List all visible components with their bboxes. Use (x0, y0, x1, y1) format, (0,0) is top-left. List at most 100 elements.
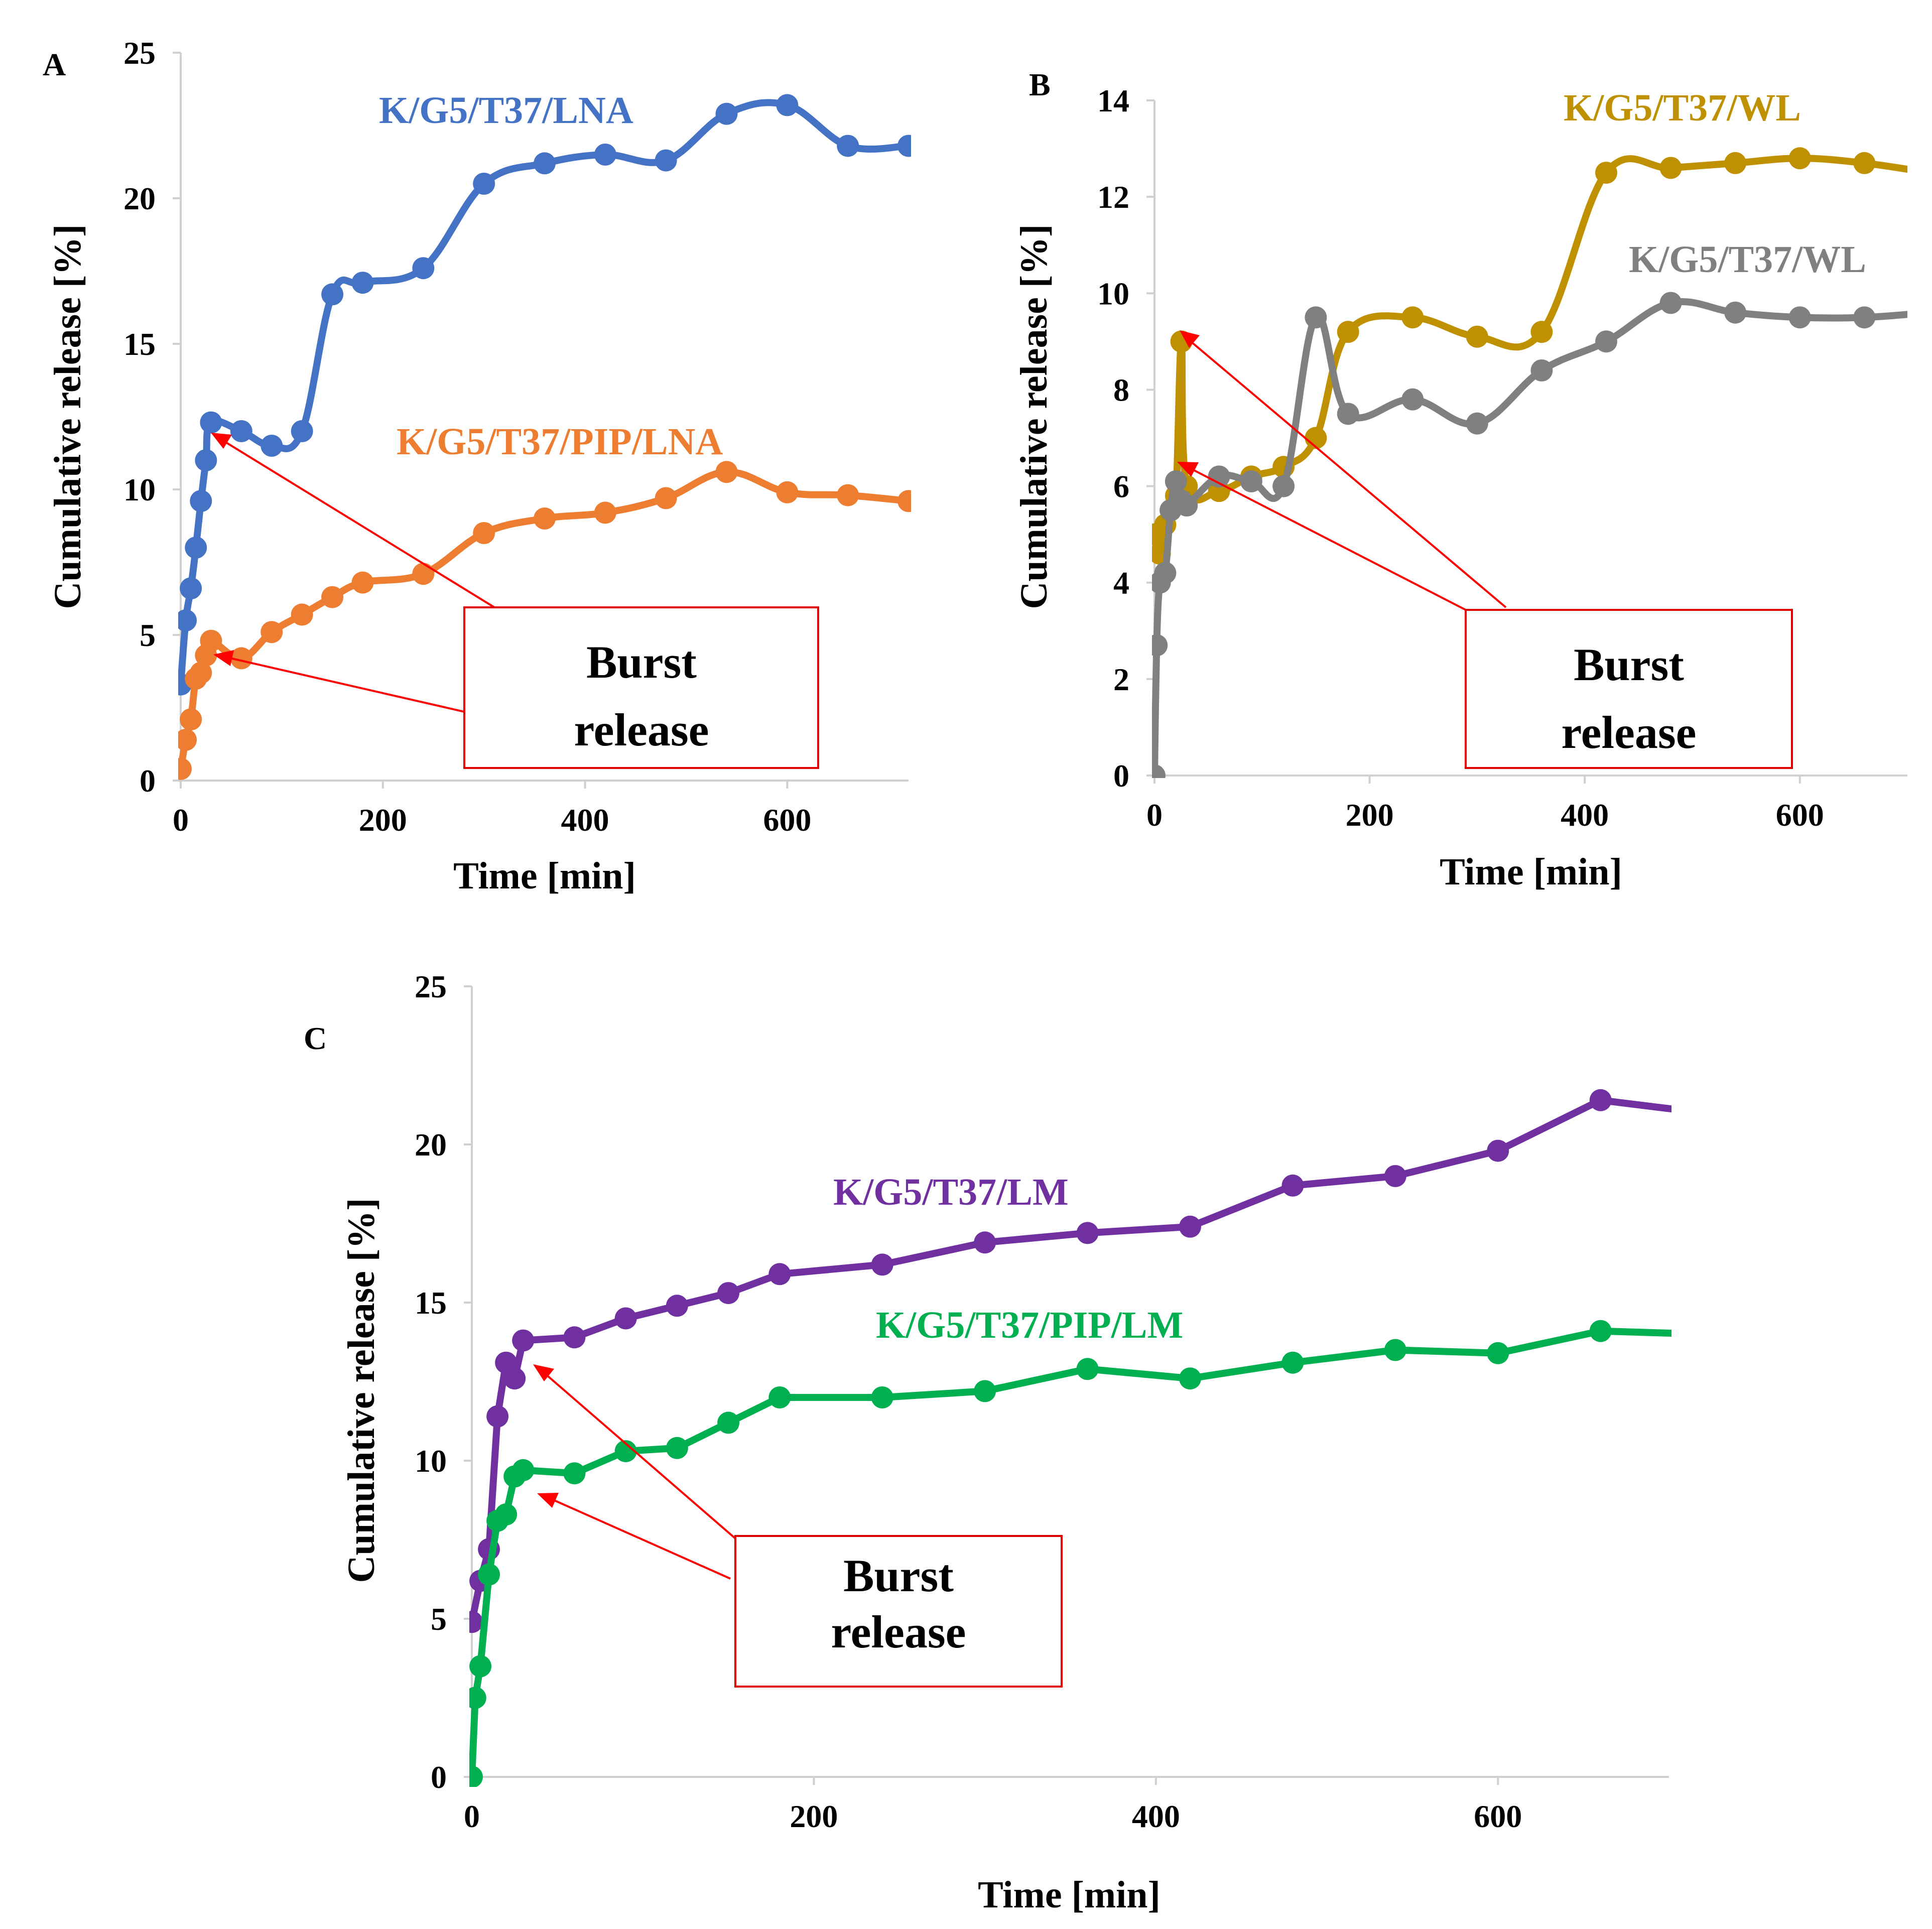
data-point-k-g5-t37-lm-0-17 (1384, 1165, 1406, 1187)
data-point-k-g5-t37-wl-0-19 (1853, 152, 1876, 174)
series-label-k-g5-t37-pip-lna: K/G5/T37/PIP/LNA (397, 421, 723, 463)
series-label-k-g5-t37-lm: K/G5/T37/LM (833, 1171, 1069, 1213)
data-point-k-g5-t37-pip-lna-1-6 (200, 629, 222, 652)
burst-annotation-b: Burst release (1177, 330, 1793, 769)
data-point-k-g5-t37-lna-0-17 (715, 102, 738, 125)
data-point-k-g5-t37-pip-lm-1-3 (478, 1563, 500, 1586)
data-point-k-g5-t37-lna-0-18 (776, 94, 799, 116)
series-label-k-g5-t37-wl-gray: K/G5/T37/WL (1629, 238, 1866, 281)
data-point-k-g5-t37-wl-1-3 (1154, 562, 1177, 584)
data-point-k-g5-t37-wl-1-9 (1240, 470, 1262, 492)
data-point-k-g5-t37-lna-0-6 (200, 411, 222, 434)
series-label-k-g5-t37-pip-lm: K/G5/T37/PIP/LM (876, 1304, 1183, 1346)
burst-arrowhead-b-1 (1180, 330, 1200, 348)
burst-text-c-line1: Burst (843, 1550, 954, 1601)
data-point-k-g5-t37-lm-0-8 (614, 1307, 637, 1330)
y-tick-label-a-25: 25 (123, 35, 156, 71)
data-point-k-g5-t37-pip-lm-1-2 (469, 1655, 492, 1678)
burst-arrowhead-c-1 (533, 1364, 554, 1381)
data-point-k-g5-t37-pip-lm-1-14 (974, 1380, 996, 1402)
burst-text-b-line2: release (1561, 707, 1696, 758)
data-point-k-g5-t37-wl-0-11 (1337, 321, 1359, 343)
data-point-k-g5-t37-wl-1-1 (1152, 634, 1168, 657)
data-point-k-g5-t37-wl-1-17 (1659, 292, 1682, 314)
data-point-k-g5-t37-lm-0-11 (768, 1263, 791, 1285)
x-tick-label-a-200: 200 (359, 802, 407, 838)
ticks-c: 0 5 10 15 20 25 0 200 400 600 (415, 969, 1522, 1834)
burst-annotation-a: Burst release (211, 433, 819, 769)
data-point-k-g5-t37-lna-0-8 (261, 435, 283, 457)
data-point-k-g5-t37-wl-1-14 (1466, 412, 1488, 435)
x-tick-label-c-0: 0 (464, 1798, 480, 1834)
data-point-k-g5-t37-lna-0-7 (230, 420, 252, 442)
series-line-k-g5-t37-pip-lm-1 (469, 1327, 1671, 1780)
data-point-k-g5-t37-lm-0-12 (871, 1253, 893, 1276)
y-tick-label-a-10: 10 (123, 472, 156, 507)
data-point-k-g5-t37-lm-0-0 (469, 1611, 483, 1633)
burst-arrow-a-1 (224, 441, 495, 608)
series-c (469, 1089, 1671, 1787)
data-point-k-g5-t37-pip-lm-1-15 (1076, 1358, 1099, 1380)
data-point-k-g5-t37-wl-1-18 (1724, 301, 1747, 324)
burst-arrowhead-c-2 (537, 1493, 559, 1508)
data-point-k-g5-t37-wl-1-5 (1165, 470, 1187, 492)
data-point-k-g5-t37-wl-1-8 (1208, 465, 1230, 488)
panel-b: B 0 2 4 6 8 10 12 14 0 200 400 600 K/G5/T37/WL K/G5… (1013, 67, 1907, 893)
y-tick-label-c-15: 15 (415, 1285, 447, 1321)
data-point-k-g5-t37-wl-1-19 (1788, 306, 1811, 329)
data-point-k-g5-t37-lm-0-13 (974, 1231, 996, 1254)
panel-label-c: C (304, 1020, 327, 1056)
y-tick-label-b-14: 14 (1097, 83, 1129, 118)
burst-arrow-a-2 (229, 657, 465, 713)
data-point-k-g5-t37-pip-lna-1-9 (291, 603, 313, 626)
y-tick-label-b-0: 0 (1113, 758, 1129, 794)
x-tick-label-a-600: 600 (763, 802, 811, 838)
data-point-k-g5-t37-pip-lna-1-13 (473, 522, 495, 544)
burst-arrowhead-a-2 (213, 650, 234, 666)
data-point-k-g5-t37-pip-lm-1-8 (563, 1462, 586, 1485)
data-point-k-g5-t37-pip-lna-1-12 (412, 563, 435, 585)
x-tick-label-b-200: 200 (1346, 797, 1394, 833)
data-point-k-g5-t37-lna-0-15 (594, 144, 616, 166)
axes-c (471, 986, 1669, 1778)
data-point-k-g5-t37-pip-lm-1-16 (1179, 1367, 1201, 1390)
data-point-k-g5-t37-wl-1-12 (1337, 403, 1359, 425)
data-point-k-g5-t37-pip-lm-1-9 (614, 1440, 637, 1463)
data-point-k-g5-t37-lm-0-10 (717, 1282, 740, 1305)
x-tick-label-c-200: 200 (790, 1798, 838, 1834)
x-axis-title-c: Time [min] (978, 1874, 1161, 1916)
data-point-k-g5-t37-pip-lm-1-7 (512, 1459, 535, 1481)
data-point-k-g5-t37-lna-0-5 (195, 449, 217, 471)
data-point-k-g5-t37-lna-0-11 (351, 272, 374, 294)
data-point-k-g5-t37-lm-0-16 (1281, 1174, 1304, 1197)
panel-label-b: B (1029, 67, 1051, 102)
y-axis-title-c: Cumulative release [%] (340, 1198, 382, 1583)
panel-a: A 0 5 10 15 20 25 0 200 400 600 K/G5/T37/LNA K/G5… (43, 35, 911, 897)
x-tick-label-c-600: 600 (1474, 1798, 1522, 1834)
data-point-k-g5-t37-wl-0-18 (1788, 147, 1811, 170)
ticks-a: 0 5 10 15 20 25 0 200 400 600 (123, 35, 811, 838)
x-tick-label-b-600: 600 (1776, 797, 1824, 833)
data-point-k-g5-t37-lna-0-12 (412, 257, 435, 280)
data-point-k-g5-t37-wl-1-11 (1305, 306, 1327, 329)
data-point-k-g5-t37-wl-0-12 (1401, 306, 1424, 329)
data-point-k-g5-t37-wl-0-13 (1466, 325, 1488, 348)
series-a (178, 94, 911, 780)
y-axis-title-a: Cumulative release [%] (47, 224, 89, 609)
data-point-k-g5-t37-wl-0-15 (1595, 162, 1617, 184)
data-point-k-g5-t37-lm-0-9 (666, 1295, 688, 1317)
y-tick-label-c-5: 5 (431, 1601, 447, 1637)
data-point-k-g5-t37-pip-lna-1-20 (897, 490, 911, 512)
data-point-k-g5-t37-lm-0-3 (486, 1405, 509, 1428)
data-point-k-g5-t37-lna-0-16 (655, 149, 677, 172)
data-point-k-g5-t37-pip-lna-1-14 (534, 507, 556, 530)
y-tick-label-c-10: 10 (415, 1443, 447, 1479)
x-tick-label-b-0: 0 (1146, 797, 1163, 833)
data-point-k-g5-t37-lna-0-3 (185, 537, 207, 559)
series-b (1152, 147, 1907, 778)
y-tick-label-c-20: 20 (415, 1127, 447, 1163)
data-point-k-g5-t37-wl-1-20 (1853, 306, 1876, 329)
y-tick-label-a-0: 0 (140, 763, 156, 799)
y-tick-label-b-4: 4 (1113, 565, 1129, 601)
data-point-k-g5-t37-wl-1-10 (1272, 475, 1295, 497)
